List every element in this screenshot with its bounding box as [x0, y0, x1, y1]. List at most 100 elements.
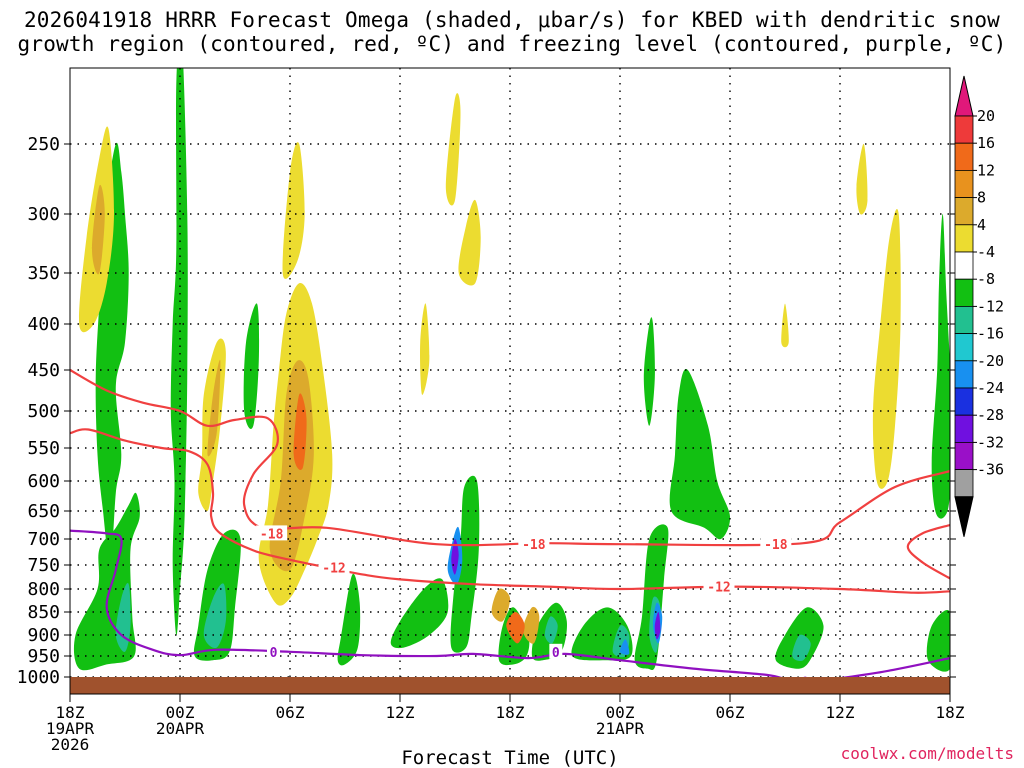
- x-tick-label: 18Z: [56, 703, 85, 722]
- contour-label: -18: [764, 538, 788, 553]
- colorbar-label: -20: [977, 352, 1004, 370]
- omega-shade-12: [293, 393, 307, 470]
- omega-shade--8: [643, 317, 655, 426]
- contour-label-bg: [703, 578, 735, 594]
- x-tick-label: 12Z: [386, 703, 415, 722]
- colorbar-top-triangle: [954, 75, 974, 117]
- x-tick-label: 06Z: [276, 703, 305, 722]
- colorbar-bin: [954, 387, 974, 416]
- omega-shade-4: [420, 303, 430, 395]
- colorbar-label: 8: [977, 189, 986, 207]
- colorbar-bin: [954, 414, 974, 443]
- y-tick-label: 800: [27, 579, 60, 600]
- colorbar-bin: [954, 224, 974, 253]
- x-tick-label: 18Z: [496, 703, 525, 722]
- colorbar-bin: [954, 469, 974, 498]
- credit-link[interactable]: coolwx.com/modelts: [840, 744, 1014, 763]
- y-tick-label: 350: [27, 263, 60, 284]
- colorbar-label: -16: [977, 325, 1004, 343]
- contour-line--18: [906, 523, 950, 580]
- colorbar-bin: [954, 197, 974, 226]
- colorbar-label: -36: [977, 461, 1004, 479]
- omega-shade--8: [390, 578, 449, 649]
- chart-title: 2026041918 HRRR Forecast Omega (shaded, …: [0, 8, 1024, 56]
- terrain-ground: [70, 677, 950, 694]
- omega-shade--24: [654, 611, 661, 640]
- contour-label-bg: [267, 643, 280, 659]
- colorbar-bin: [954, 441, 974, 470]
- omega-shade--8: [931, 213, 950, 519]
- colorbar-label: 20: [977, 107, 995, 125]
- y-tick-label: 950: [27, 646, 60, 667]
- temperature-contours: -18-18-18-12-12000: [70, 369, 950, 686]
- omega-shade--8: [450, 475, 480, 653]
- contour-label: 0: [552, 646, 560, 661]
- omega-shade-4: [872, 209, 901, 489]
- colorbar-bin: [954, 169, 974, 198]
- y-tick-label: 500: [27, 401, 60, 422]
- contour-label: -18: [260, 527, 284, 542]
- omega-shade-4: [458, 199, 481, 286]
- colorbar-bin: [954, 115, 974, 144]
- omega-shade--8: [243, 303, 260, 429]
- omega-shade--12: [203, 583, 227, 649]
- colorbar-label: 16: [977, 134, 995, 152]
- omega-shade-8: [207, 359, 221, 457]
- y-tick-label: 400: [27, 314, 60, 335]
- colorbar-bin: [954, 142, 974, 171]
- x-tick-label: 00Z: [166, 703, 195, 722]
- y-tick-label: 750: [27, 555, 60, 576]
- omega-shade-4: [781, 303, 789, 348]
- colorbar-label: 12: [977, 161, 995, 179]
- omega-shade--16: [619, 639, 630, 655]
- x-tick-label: 2026: [51, 735, 90, 754]
- y-tick-label: 1000: [17, 667, 60, 688]
- y-tick-label: 700: [27, 529, 60, 550]
- contour-label: -12: [322, 561, 345, 576]
- x-tick-label: 18Z: [936, 703, 965, 722]
- title-line-1: 2026041918 HRRR Forecast Omega (shaded, …: [23, 8, 1001, 32]
- colorbar-label: -24: [977, 379, 1004, 397]
- colorbar-label: -8: [977, 270, 995, 288]
- y-tick-label: 550: [27, 438, 60, 459]
- omega-shade--8: [669, 368, 731, 540]
- colorbar-bin: [954, 305, 974, 334]
- y-tick-label: 300: [27, 204, 60, 225]
- contour-label: -12: [707, 581, 730, 596]
- x-tick-label: 00Z: [606, 703, 635, 722]
- y-tick-label: 650: [27, 501, 60, 522]
- omega-shade--12: [544, 616, 558, 644]
- omega-shade-4: [445, 93, 461, 206]
- omega-shade-8: [92, 184, 105, 275]
- colorbar-label: -28: [977, 406, 1004, 424]
- colorbar-bin: [954, 251, 974, 280]
- contour-label-bg: [518, 536, 550, 552]
- y-tick-label: 450: [27, 360, 60, 381]
- x-tick-label: 12Z: [826, 703, 855, 722]
- title-line-2: growth region (contoured, red, ºC) and f…: [17, 32, 1007, 56]
- y-tick-label: 900: [27, 625, 60, 646]
- omega-shade--8: [170, 68, 188, 636]
- omega-shade-4: [282, 142, 305, 279]
- y-axis: 2503003504004505005506006507007508008509…: [17, 134, 956, 688]
- omega-shading: [73, 68, 950, 672]
- colorbar-bottom-triangle: [954, 496, 974, 537]
- contour-label-bg: [760, 536, 792, 552]
- contour-line-0: [70, 529, 950, 683]
- y-tick-label: 250: [27, 134, 60, 155]
- colorbar-bin: [954, 360, 974, 389]
- x-tick-label: 06Z: [716, 703, 745, 722]
- y-tick-label: 600: [27, 471, 60, 492]
- omega-shade--8: [634, 524, 669, 671]
- colorbar-label: 4: [977, 216, 986, 234]
- colorbar-bin: [954, 278, 974, 307]
- y-tick-label: 850: [27, 602, 60, 623]
- colorbar: 20 16 12 8 4 -4 -8 -12 -16 -20 -24 -28 -32 -36: [954, 75, 1004, 537]
- contour-label: -18: [522, 538, 546, 553]
- x-tick-label: 21APR: [596, 719, 645, 738]
- contour-label-bg: [256, 525, 288, 541]
- x-tick-label: 20APR: [156, 719, 205, 738]
- contour-label-bg: [318, 559, 350, 575]
